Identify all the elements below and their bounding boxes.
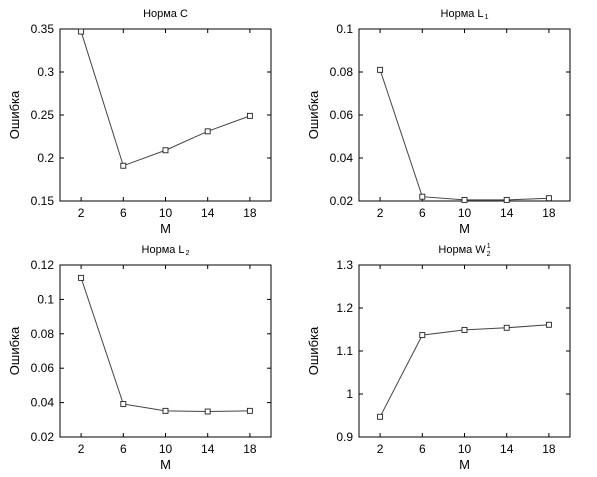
data-point [120,401,127,407]
x-tick-label: 18 [243,442,257,456]
x-tick-label: 2 [377,206,384,220]
x-tick-label: 2 [377,442,384,456]
data-point [377,66,384,73]
chart-panel-3: 2 6 10 14 18 0.02 0.04 0.06 0.08 0.1 0.12 Норма L2 M… [7,244,272,472]
data-point [204,128,211,135]
chart-panel-2: 2 6 10 14 18 0.02 0.04 0.06 0.08 0.1 Норма L1 M Ошиб… [306,8,571,236]
y-tick-label: 0.02 [330,194,354,208]
x-tick-label: 14 [201,442,215,456]
data-point [503,196,510,203]
chart-title: Норма C [143,8,188,20]
data-point [461,326,468,333]
y-tick-label: 0.04 [31,396,55,410]
x-axis-title: M [160,457,171,472]
x-tick-label: 14 [201,206,215,220]
chart-title: Норма L1 [441,8,489,21]
y-tick-label: 0.1 [37,292,54,306]
data-point [78,274,85,281]
y-axis-title: Ошибка [7,90,22,139]
x-tick-label: 6 [120,442,127,456]
x-tick-label: 2 [78,442,85,456]
y-tick-label: 0.2 [37,151,54,165]
chart-panel-1: 2 6 10 14 18 0.15 0.2 0.25 0.3 0.35 Норма C M Ошибка [7,8,272,236]
chart-title: Норма L2 [142,244,190,257]
chart-title: Норма W1 2 [438,243,490,258]
plot-frame [59,28,272,202]
x-tick-label: 10 [458,206,472,220]
y-tick-label: 0.02 [31,430,55,444]
y-tick-label: 0.35 [31,22,55,36]
x-tick-label: 2 [78,206,85,220]
y-tick-label: 1.1 [336,344,353,358]
y-tick-label: 1.2 [336,301,353,315]
x-tick-label: 6 [419,442,426,456]
data-point [419,332,426,339]
data-point [419,193,426,200]
y-tick-label: 0.06 [31,361,55,375]
data-point [377,413,384,420]
x-axis-title: M [459,457,470,472]
y-tick-label: 0.9 [336,430,353,444]
y-tick-label: 1 [346,387,353,401]
y-axis-title: Ошибка [306,90,321,139]
x-tick-label: 6 [419,206,426,220]
chart-panel-4: 2 6 10 14 18 0.9 1 1.1 1.2 1.3 Норма W1 2 M Ошибка [306,243,571,472]
y-tick-label: 0.1 [336,22,353,36]
data-point [204,408,211,415]
data-point [78,28,85,35]
x-tick-label: 14 [500,442,514,456]
y-tick-label: 0.08 [31,327,55,341]
data-point [545,195,552,202]
y-tick-label: 0.06 [330,108,354,122]
x-tick-label: 14 [500,206,514,220]
data-point [461,196,468,203]
x-tick-label: 18 [542,442,556,456]
data-point [545,321,552,328]
y-tick-label: 0.04 [330,151,354,165]
y-tick-label: 0.08 [330,65,354,79]
x-tick-label: 10 [159,206,173,220]
x-axis-title: M [459,221,470,236]
data-point [246,407,253,414]
y-tick-label: 0.12 [31,258,55,272]
plot-frame [358,264,571,438]
data-point [162,147,169,154]
plot-frame [358,28,571,202]
y-tick-label: 1.3 [336,258,353,272]
x-axis-title: M [160,221,171,236]
data-point [503,324,510,331]
y-axis-title: Ошибка [7,326,22,375]
data-point [246,112,253,119]
y-tick-label: 0.3 [37,65,54,79]
x-tick-label: 10 [458,442,472,456]
x-tick-label: 18 [542,206,556,220]
x-tick-label: 6 [120,206,127,220]
x-tick-label: 10 [159,442,173,456]
data-point [120,162,127,169]
y-axis-title: Ошибка [306,326,321,375]
y-tick-label: 0.25 [31,108,55,122]
x-tick-label: 18 [243,206,257,220]
y-tick-label: 0.15 [31,194,55,208]
data-point [162,407,169,414]
